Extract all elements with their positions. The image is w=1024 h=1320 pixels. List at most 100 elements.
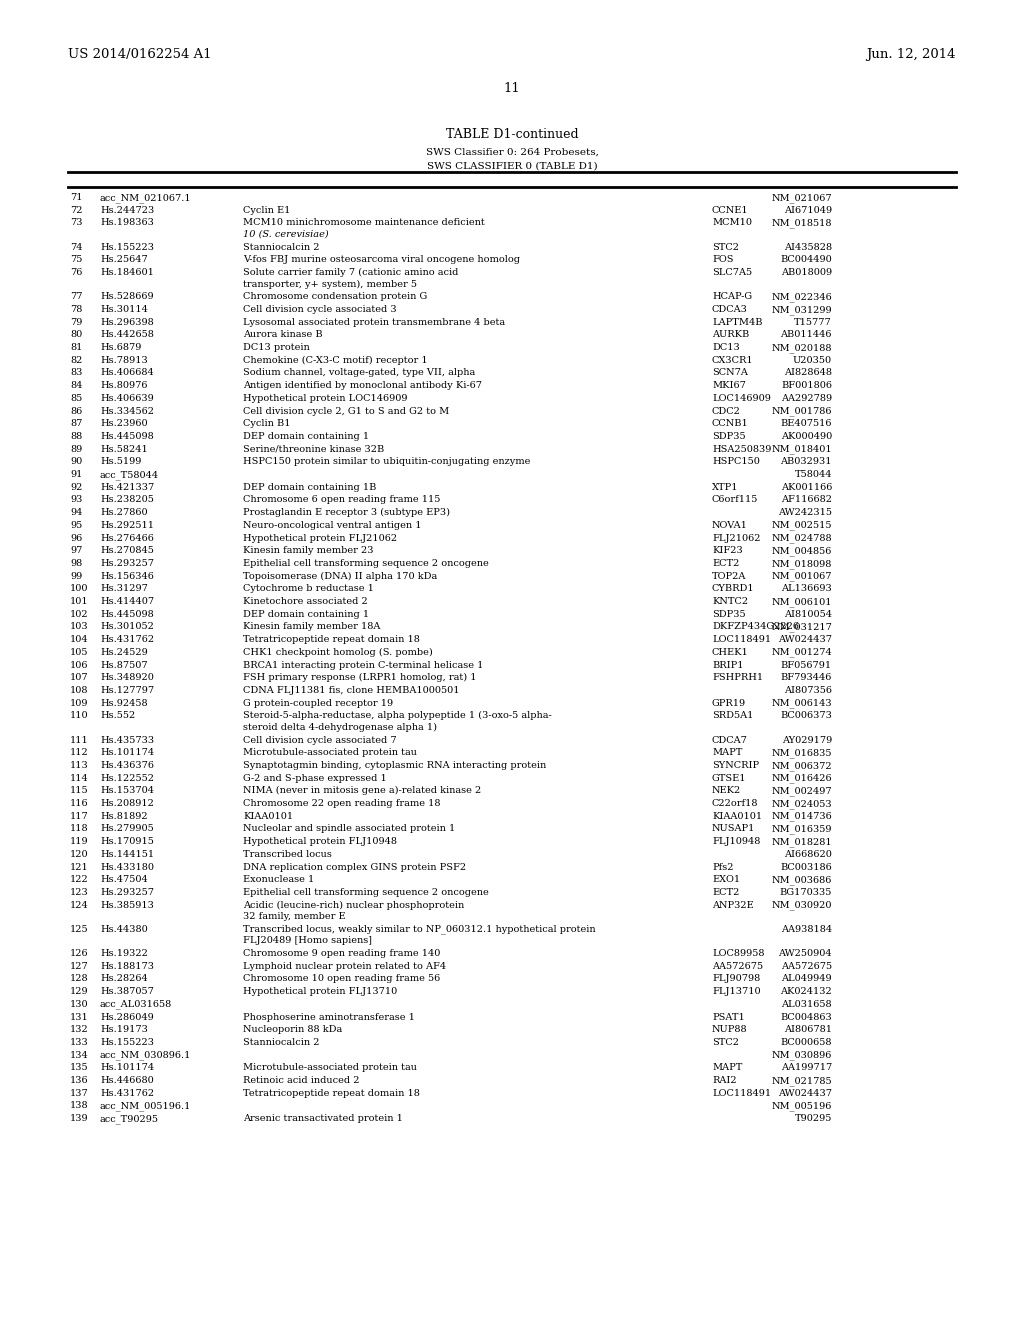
Text: 138: 138 [70,1101,89,1110]
Text: Phosphoserine aminotransferase 1: Phosphoserine aminotransferase 1 [243,1012,415,1022]
Text: 84: 84 [70,381,82,391]
Text: TABLE D1-continued: TABLE D1-continued [445,128,579,141]
Text: MAPT: MAPT [712,748,742,758]
Text: Hs.122552: Hs.122552 [100,774,154,783]
Text: BC004490: BC004490 [780,255,831,264]
Text: Hs.431762: Hs.431762 [100,635,155,644]
Text: Hs.80976: Hs.80976 [100,381,147,391]
Text: Transcribed locus: Transcribed locus [243,850,332,859]
Text: 81: 81 [70,343,82,352]
Text: 133: 133 [70,1038,89,1047]
Text: C6orf115: C6orf115 [712,495,759,504]
Text: AK024132: AK024132 [780,987,831,997]
Text: Hs.270845: Hs.270845 [100,546,154,556]
Text: 76: 76 [70,268,82,277]
Text: Acidic (leucine-rich) nuclear phosphoprotein: Acidic (leucine-rich) nuclear phosphopro… [243,900,464,909]
Text: C22orf18: C22orf18 [712,799,759,808]
Text: AF116682: AF116682 [781,495,831,504]
Text: 104: 104 [70,635,89,644]
Text: 79: 79 [70,318,82,326]
Text: Hs.23960: Hs.23960 [100,420,147,428]
Text: 75: 75 [70,255,82,264]
Text: Transcribed locus, weakly similar to NP_060312.1 hypothetical protein: Transcribed locus, weakly similar to NP_… [243,925,596,935]
Text: Hs.445098: Hs.445098 [100,610,154,619]
Text: NM_031299: NM_031299 [771,305,831,314]
Text: Chromosome 10 open reading frame 56: Chromosome 10 open reading frame 56 [243,974,440,983]
Text: Serine/threonine kinase 32B: Serine/threonine kinase 32B [243,445,384,454]
Text: ANP32E: ANP32E [712,900,754,909]
Text: U20350: U20350 [793,355,831,364]
Text: 111: 111 [70,735,89,744]
Text: 129: 129 [70,987,89,997]
Text: CCNB1: CCNB1 [712,420,749,428]
Text: NM_005196: NM_005196 [772,1101,831,1111]
Text: G-2 and S-phase expressed 1: G-2 and S-phase expressed 1 [243,774,387,783]
Text: 95: 95 [70,521,82,529]
Text: NM_020188: NM_020188 [771,343,831,352]
Text: 85: 85 [70,393,82,403]
Text: 97: 97 [70,546,82,556]
Text: KIAA0101: KIAA0101 [712,812,762,821]
Text: AI435828: AI435828 [784,243,831,252]
Text: 112: 112 [70,748,89,758]
Text: AI828648: AI828648 [784,368,831,378]
Text: Hypothetical protein FLJ13710: Hypothetical protein FLJ13710 [243,987,397,997]
Text: Solute carrier family 7 (cationic amino acid: Solute carrier family 7 (cationic amino … [243,268,459,277]
Text: Hs.78913: Hs.78913 [100,355,147,364]
Text: LOC118491: LOC118491 [712,635,771,644]
Text: Arsenic transactivated protein 1: Arsenic transactivated protein 1 [243,1114,402,1123]
Text: Hs.414407: Hs.414407 [100,597,155,606]
Text: ECT2: ECT2 [712,888,739,896]
Text: Hs.385913: Hs.385913 [100,900,154,909]
Text: NEK2: NEK2 [712,787,741,796]
Text: XTP1: XTP1 [712,483,738,492]
Text: ECT2: ECT2 [712,558,739,568]
Text: AI810054: AI810054 [784,610,831,619]
Text: 132: 132 [70,1026,89,1034]
Text: Hs.19173: Hs.19173 [100,1026,147,1034]
Text: NUSAP1: NUSAP1 [712,825,756,833]
Text: Hs.31297: Hs.31297 [100,585,147,593]
Text: T15777: T15777 [795,318,831,326]
Text: Hs.19322: Hs.19322 [100,949,147,958]
Text: T58044: T58044 [795,470,831,479]
Text: 118: 118 [70,825,89,833]
Text: NM_014736: NM_014736 [771,812,831,821]
Text: Hs.348920: Hs.348920 [100,673,154,682]
Text: NM_024788: NM_024788 [771,533,831,544]
Text: Microtubule-associated protein tau: Microtubule-associated protein tau [243,748,417,758]
Text: PSAT1: PSAT1 [712,1012,744,1022]
Text: Hs.170915: Hs.170915 [100,837,154,846]
Text: Steroid-5-alpha-reductase, alpha polypeptide 1 (3-oxo-5 alpha-: Steroid-5-alpha-reductase, alpha polypep… [243,711,552,721]
Text: STC2: STC2 [712,1038,739,1047]
Text: SWS CLASSIFIER 0 (TABLE D1): SWS CLASSIFIER 0 (TABLE D1) [427,162,597,172]
Text: NM_021067: NM_021067 [771,193,831,203]
Text: 71: 71 [70,193,83,202]
Text: Kinesin family member 23: Kinesin family member 23 [243,546,374,556]
Text: BF793446: BF793446 [780,673,831,682]
Text: 122: 122 [70,875,89,884]
Text: Jun. 12, 2014: Jun. 12, 2014 [866,48,956,61]
Text: AI806781: AI806781 [784,1026,831,1034]
Text: Hs.445098: Hs.445098 [100,432,154,441]
Text: 99: 99 [70,572,82,581]
Text: NM_018098: NM_018098 [772,558,831,569]
Text: CYBRD1: CYBRD1 [712,585,755,593]
Text: DEP domain containing 1B: DEP domain containing 1B [243,483,377,492]
Text: MAPT: MAPT [712,1064,742,1072]
Text: Hs.28264: Hs.28264 [100,974,147,983]
Text: 74: 74 [70,243,83,252]
Text: NM_031217: NM_031217 [771,623,831,632]
Text: Nucleolar and spindle associated protein 1: Nucleolar and spindle associated protein… [243,825,456,833]
Text: SRD5A1: SRD5A1 [712,711,754,721]
Text: Cell division cycle associated 3: Cell division cycle associated 3 [243,305,396,314]
Text: Hypothetical protein FLJ10948: Hypothetical protein FLJ10948 [243,837,397,846]
Text: 88: 88 [70,432,82,441]
Text: 32 family, member E: 32 family, member E [243,912,346,921]
Text: G protein-coupled receptor 19: G protein-coupled receptor 19 [243,698,393,708]
Text: CDC2: CDC2 [712,407,741,416]
Text: Hs.198363: Hs.198363 [100,218,154,227]
Text: 110: 110 [70,711,89,721]
Text: Lysosomal associated protein transmembrane 4 beta: Lysosomal associated protein transmembra… [243,318,505,326]
Text: Hs.552: Hs.552 [100,711,135,721]
